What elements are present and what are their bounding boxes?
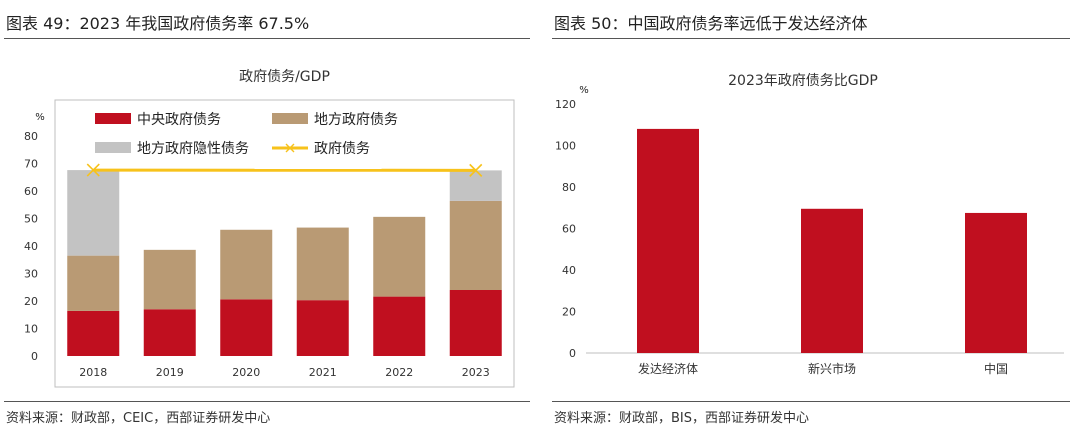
y-tick-label: 80	[562, 181, 576, 194]
right-bottom-rule	[552, 401, 1070, 402]
right-figure-title: 图表 50：中国政府债务率远低于发达经济体	[554, 14, 868, 33]
bar-segment	[67, 170, 120, 256]
bar-segment	[143, 249, 196, 310]
y-axis-unit: %	[35, 112, 45, 123]
right-source-note: 资料来源：财政部，BIS，西部证券研发中心	[554, 411, 810, 426]
y-tick-label: 30	[24, 268, 38, 281]
bar-segment	[449, 170, 502, 201]
right-figure-panel: 图表 50：中国政府债务率远低于发达经济体 2023年政府债务比GDP% 0 20 4…	[548, 0, 1080, 434]
y-axis-unit: %	[579, 85, 589, 96]
x-tick-label: 新兴市场	[808, 361, 856, 376]
y-tick-label: 10	[24, 323, 38, 336]
bar-segment	[449, 200, 502, 290]
x-tick-label: 2021	[309, 366, 337, 379]
bar-segment	[67, 310, 120, 356]
y-tick-label: 40	[562, 264, 576, 277]
bar-segment	[67, 255, 120, 311]
legend-swatch	[95, 113, 131, 124]
bar	[637, 128, 699, 353]
y-tick-label: 0	[569, 347, 576, 360]
x-tick-label: 中国	[984, 361, 1008, 376]
y-tick-label: 70	[24, 158, 38, 171]
y-tick-label: 20	[24, 295, 38, 308]
y-tick-label: 40	[24, 240, 38, 253]
left-source-note: 资料来源：财政部，CEIC，西部证券研发中心	[6, 411, 271, 426]
bar-segment	[220, 229, 273, 300]
legend-label: 政府债务	[314, 141, 370, 157]
y-tick-label: 80	[24, 130, 38, 143]
y-tick-label: 60	[24, 185, 38, 198]
bar-segment	[220, 299, 273, 356]
line-point-marker	[469, 163, 483, 177]
bar	[965, 212, 1027, 353]
y-tick-label: 0	[31, 350, 38, 363]
bar-chart: 2023年政府债务比GDP% 0 20 40 60 80 100 120 发达经济体 新兴市场 中国	[555, 73, 1064, 376]
plot-frame	[54, 99, 515, 388]
legend-marker	[285, 143, 295, 153]
left-bottom-rule	[4, 401, 530, 402]
chart-title: 2023年政府债务比GDP	[728, 73, 878, 89]
x-tick-label: 2019	[156, 366, 184, 379]
legend-label: 中央政府债务	[137, 112, 221, 128]
x-tick-label: 2020	[232, 366, 260, 379]
chart-title: 政府债务/GDP	[239, 69, 330, 85]
left-figure-title: 图表 49：2023 年我国政府债务率 67.5%	[6, 14, 310, 33]
y-tick-label: 20	[562, 306, 576, 319]
bar-segment	[373, 296, 426, 356]
stacked-bar-chart: 政府债务/GDP% 0 10 20 30 40 50 60 70 80 2018 2019 2020 20…	[24, 69, 515, 388]
x-tick-label: 发达经济体	[638, 361, 698, 376]
x-tick-label: 2018	[79, 366, 107, 379]
legend-label: 地方政府隐性债务	[137, 141, 249, 157]
y-tick-label: 60	[562, 223, 576, 236]
x-tick-label: 2023	[462, 366, 490, 379]
bar-segment	[373, 216, 426, 297]
line-point-marker	[86, 163, 100, 177]
y-tick-label: 120	[555, 98, 576, 111]
legend-swatch	[272, 113, 308, 124]
right-top-rule	[552, 38, 1070, 39]
y-tick-label: 50	[24, 213, 38, 226]
bar-segment	[296, 300, 349, 356]
x-tick-label: 2022	[385, 366, 413, 379]
bar	[801, 208, 863, 353]
bar-segment	[296, 227, 349, 301]
left-figure-panel: 图表 49：2023 年我国政府债务率 67.5% 政府债务/GDP% 0 10 20…	[4, 14, 530, 426]
bar-segment	[143, 309, 196, 356]
y-tick-label: 100	[555, 140, 576, 153]
bar-segment	[449, 290, 502, 356]
legend-swatch	[95, 142, 131, 153]
left-top-rule	[4, 38, 530, 39]
legend-label: 地方政府债务	[314, 112, 398, 128]
